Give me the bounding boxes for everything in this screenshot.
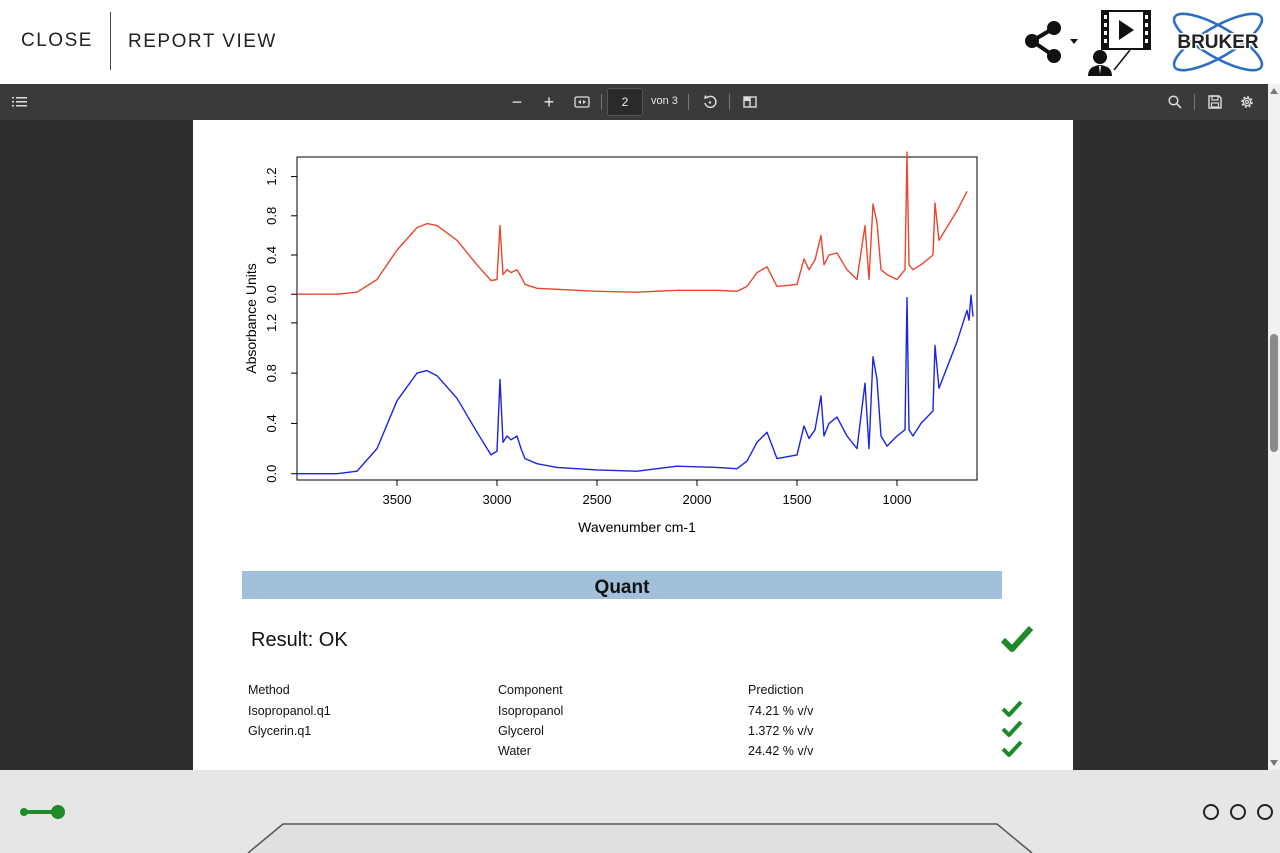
save-button[interactable] — [1204, 84, 1226, 120]
bruker-logo: BRUKER — [1160, 10, 1276, 74]
bottom-panel-outline — [247, 823, 1033, 853]
column-header-method: Method — [248, 683, 290, 697]
report-page: 0.0 0.4 0.8 1.2 0.0 0.4 0.8 1.2 3500 3000 2500 2000… — [193, 120, 1073, 770]
quant-section-header: Quant — [242, 571, 1002, 599]
page-view-button[interactable] — [739, 84, 761, 120]
y-tick-label: 0.4 — [264, 246, 279, 264]
spectrum-chart: 0.0 0.4 0.8 1.2 0.0 0.4 0.8 1.2 3500 3000 2500 2000… — [243, 151, 978, 535]
row-3-prediction: 24.42 % v/v — [748, 744, 814, 758]
more-dots-icon[interactable] — [1203, 804, 1219, 820]
column-header-prediction: Prediction — [748, 683, 804, 697]
x-tick-label: 1000 — [883, 492, 912, 507]
page-title: REPORT VIEW — [128, 31, 277, 52]
y-tick-label: 0.8 — [264, 364, 279, 382]
row-1-ok-check-icon — [1001, 700, 1023, 717]
result-ok-check-icon — [1001, 625, 1033, 652]
spectrum-series-2 — [297, 294, 974, 475]
page-count: von 3 — [651, 95, 678, 107]
y-tick-label: 0.4 — [264, 414, 279, 432]
y-tick-label: 0.0 — [264, 285, 279, 303]
y-tick-label: 1.2 — [264, 168, 279, 186]
video-tutorial-button[interactable] — [1086, 8, 1156, 78]
connection-icon[interactable] — [18, 802, 66, 822]
more-dots-icon[interactable] — [1257, 804, 1273, 820]
row-1-method: Isopropanol.q1 — [248, 704, 331, 718]
column-header-component: Component — [498, 683, 563, 697]
scroll-thumb[interactable] — [1270, 334, 1278, 452]
row-2-component: Glycerol — [498, 724, 544, 738]
row-1-prediction: 74.21 % v/v — [748, 704, 814, 718]
y-tick-label: 0.0 — [264, 465, 279, 483]
outline-toggle[interactable] — [8, 84, 32, 120]
share-icon — [1025, 21, 1078, 63]
result-status: Result: OK — [251, 629, 348, 651]
share-button[interactable] — [1022, 20, 1082, 66]
row-2-ok-check-icon — [1001, 720, 1023, 737]
row-3-component: Water — [498, 744, 531, 758]
settings-button[interactable] — [1236, 84, 1258, 120]
scroll-up-icon[interactable] — [1270, 88, 1278, 94]
app-header: CLOSE REPORT VIEW — [0, 0, 1280, 84]
logo-text: BRUKER — [1177, 32, 1259, 53]
pdf-toolbar: − + 2 von 3 — [0, 84, 1280, 120]
row-1-component: Isopropanol — [498, 704, 564, 718]
x-tick-label: 3000 — [483, 492, 512, 507]
gear-icon — [1241, 96, 1253, 108]
fit-width-icon — [574, 96, 590, 108]
page-view-icon — [743, 96, 757, 108]
outline-icon — [12, 97, 27, 107]
y-axis-label: Absorbance Units — [243, 263, 259, 374]
x-tick-label: 2000 — [683, 492, 712, 507]
rotate-button[interactable] — [699, 84, 721, 120]
toolbar-divider — [601, 94, 602, 110]
video-tutorial-icon — [1088, 10, 1151, 76]
y-tick-label: 1.2 — [264, 314, 279, 332]
zoom-in-button[interactable]: + — [543, 91, 555, 112]
x-tick-label: 1500 — [783, 492, 812, 507]
fit-width-button[interactable] — [571, 84, 593, 120]
close-button[interactable]: CLOSE — [21, 30, 93, 51]
scroll-down-icon[interactable] — [1270, 760, 1278, 766]
rotate-icon — [704, 95, 717, 109]
row-3-ok-check-icon — [1001, 740, 1023, 757]
header-divider — [110, 12, 111, 70]
row-2-method: Glycerin.q1 — [248, 724, 312, 738]
toolbar-divider — [1194, 94, 1195, 110]
toolbar-divider — [729, 94, 730, 110]
row-2-prediction: 1.372 % v/v — [748, 724, 814, 738]
x-axis-label: Wavenumber cm-1 — [578, 519, 696, 535]
page-number-input[interactable]: 2 — [607, 88, 643, 116]
pdf-viewer: 0.0 0.4 0.8 1.2 0.0 0.4 0.8 1.2 3500 3000 2500 2000… — [0, 120, 1280, 770]
vertical-scrollbar[interactable] — [1268, 84, 1280, 770]
zoom-out-button[interactable]: − — [511, 91, 523, 112]
bottom-panel — [0, 770, 1280, 853]
save-icon — [1208, 95, 1222, 109]
plot-frame — [296, 156, 978, 481]
y-tick-label: 0.8 — [264, 207, 279, 225]
search-button[interactable] — [1164, 84, 1186, 120]
x-tick-label: 3500 — [383, 492, 412, 507]
toolbar-divider — [688, 94, 689, 110]
spectrum-series-1 — [297, 151, 968, 295]
search-icon — [1168, 95, 1182, 109]
more-dots-icon[interactable] — [1230, 804, 1246, 820]
x-tick-label: 2500 — [583, 492, 612, 507]
